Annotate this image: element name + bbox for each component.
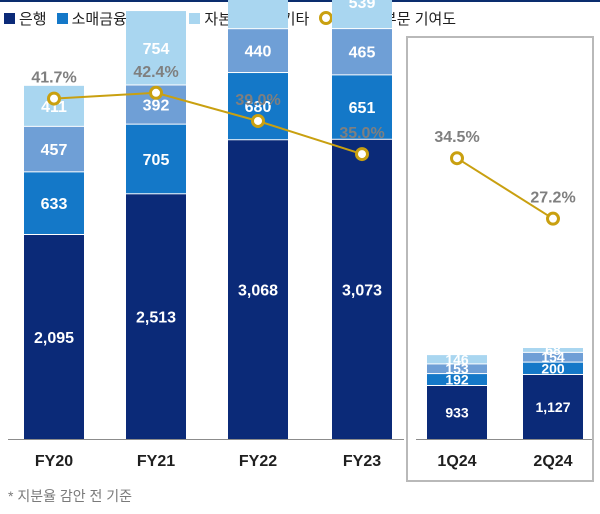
legend-swatch-retail: [56, 12, 68, 24]
bar-fy22-series-3: [228, 0, 288, 29]
data-label-1q24-series-2: 153: [445, 361, 469, 377]
bar-fy21-series-0: [126, 194, 186, 439]
bar-fy23-series-1: [332, 75, 392, 139]
data-label-1q24-series-0: 933: [445, 405, 469, 421]
bar-fy23-series-2: [332, 29, 392, 75]
bar-1q24-series-3: [427, 355, 487, 364]
bar-1q24-series-0: [427, 386, 487, 439]
data-label-fy22-series-1: 680: [245, 99, 272, 116]
legend-marker-nonbank-contribution: [319, 11, 334, 25]
contribution-label-1q24: 34.5%: [434, 129, 479, 146]
legend-item-bank: 은행: [4, 8, 47, 29]
data-label-1q24-series-3: 146: [445, 351, 469, 367]
data-label-fy21-series-1: 705: [143, 152, 170, 169]
x-tick-label-fy21: FY21: [137, 453, 175, 470]
data-label-2q24-series-3: 68: [545, 342, 561, 358]
data-label-fy22-series-2: 440: [245, 44, 272, 61]
data-label-fy23-series-0: 3,073: [342, 282, 382, 299]
bar-2q24-series-2: [523, 352, 583, 362]
contribution-point-fy21: [149, 85, 163, 100]
bar-fy23-series-0: [332, 139, 392, 439]
contribution-line-annual: [53, 91, 363, 156]
bar-1q24-series-2: [427, 364, 487, 374]
data-label-fy21-series-2: 392: [143, 98, 170, 115]
x-tick-label-2q24: 2Q24: [533, 453, 572, 470]
contribution-point-fy23: [355, 147, 369, 162]
bar-2q24-series-3: [523, 348, 583, 352]
contribution-point-fy20: [47, 91, 61, 106]
legend-item-retail: 소매금융: [56, 8, 127, 29]
x-tick-label-fy23: FY23: [343, 453, 381, 470]
legend-swatch-capital-markets: [189, 12, 201, 24]
quarterly-highlight-box: [406, 36, 594, 482]
contribution-point-fy22: [251, 113, 265, 128]
data-label-fy21-series-0: 2,513: [136, 310, 176, 327]
x-tick-label-1q24: 1Q24: [437, 453, 476, 470]
data-label-fy23-series-1: 651: [349, 100, 376, 117]
contribution-label-fy22: 39.0%: [235, 92, 280, 109]
legend-label-retail: 소매금융: [71, 10, 127, 28]
data-label-fy20-series-2: 457: [41, 142, 68, 159]
bar-fy22-series-2: [228, 29, 288, 73]
bar-1q24-series-1: [427, 374, 487, 385]
top-rule: [0, 0, 600, 2]
data-label-fy20-series-3: 411: [41, 99, 67, 116]
data-label-2q24-series-1: 200: [541, 360, 565, 376]
data-label-fy20-series-0: 2,095: [34, 330, 74, 347]
x-tick-label-fy20: FY20: [35, 453, 73, 470]
bar-fy20-series-1: [24, 172, 84, 234]
bar-2q24-series-0: [523, 374, 583, 439]
data-label-fy23-series-3: 539: [349, 0, 376, 12]
bar-fy23-series-3: [332, 0, 392, 29]
contribution-label-fy21: 42.4%: [133, 64, 178, 81]
data-label-fy23-series-2: 465: [349, 45, 376, 62]
contribution-point-1q24: [450, 151, 464, 166]
contribution-point-2q24: [546, 211, 560, 226]
contribution-label-fy23: 35.0%: [339, 125, 384, 142]
data-label-2q24-series-2: 154: [541, 349, 565, 365]
contribution-label-2q24: 27.2%: [530, 190, 575, 207]
legend-swatch-bank: [4, 12, 15, 24]
data-label-fy22-series-0: 3,068: [238, 283, 278, 300]
data-label-fy20-series-1: 633: [41, 196, 68, 213]
data-label-2q24-series-0: 1,127: [535, 399, 570, 415]
bar-fy21-series-1: [126, 124, 186, 194]
bar-fy22-series-0: [228, 140, 288, 440]
x-tick-label-fy22: FY22: [239, 453, 277, 470]
bar-fy20-series-2: [24, 126, 84, 172]
contribution-line-quarterly: [456, 157, 554, 220]
bar-fy21-series-3: [126, 11, 186, 85]
bar-2q24-series-1: [523, 362, 583, 374]
data-label-fy21-series-3: 754: [143, 41, 170, 58]
legend-label-bank: 은행: [19, 10, 47, 28]
data-label-1q24-series-1: 192: [445, 372, 469, 388]
bar-fy20-series-0: [24, 235, 84, 439]
contribution-label-fy20: 41.7%: [31, 70, 76, 87]
footnote: * 지분율 감안 전 기준: [8, 488, 133, 504]
